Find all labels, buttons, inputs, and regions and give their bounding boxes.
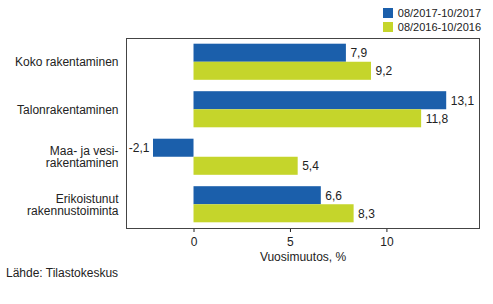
svg-text:11,8: 11,8 <box>426 112 449 126</box>
svg-text:5: 5 <box>287 235 294 249</box>
svg-text:Erikoistunutrakennustoiminta: Erikoistunutrakennustoiminta <box>27 192 119 218</box>
svg-text:6,6: 6,6 <box>325 189 342 203</box>
svg-text:5,4: 5,4 <box>302 159 319 173</box>
svg-text:Talonrakentaminen: Talonrakentaminen <box>17 103 118 117</box>
html-text:08/2017-10/2017: 08/2017-10/2017 <box>397 7 481 19</box>
svg-text:Maa- ja vesi-rakentaminen: Maa- ja vesi-rakentaminen <box>46 144 119 170</box>
svg-text:Koko rakentaminen: Koko rakentaminen <box>15 55 118 69</box>
svg-text:-2,1: -2,1 <box>129 141 150 155</box>
html-text:Lähde: Tilastokeskus: Lähde: Tilastokeskus <box>6 266 119 280</box>
svg-text:Vuosimuutos, %: Vuosimuutos, % <box>260 250 347 264</box>
svg-text:13,1: 13,1 <box>451 94 475 108</box>
svg-text:8,3: 8,3 <box>358 207 375 221</box>
svg-text:10: 10 <box>380 235 394 249</box>
html-text:08/2016-10/2016: 08/2016-10/2016 <box>397 21 481 33</box>
svg-text:9,2: 9,2 <box>375 64 392 78</box>
svg-text:0: 0 <box>191 235 198 249</box>
svg-text:7,9: 7,9 <box>350 46 367 60</box>
